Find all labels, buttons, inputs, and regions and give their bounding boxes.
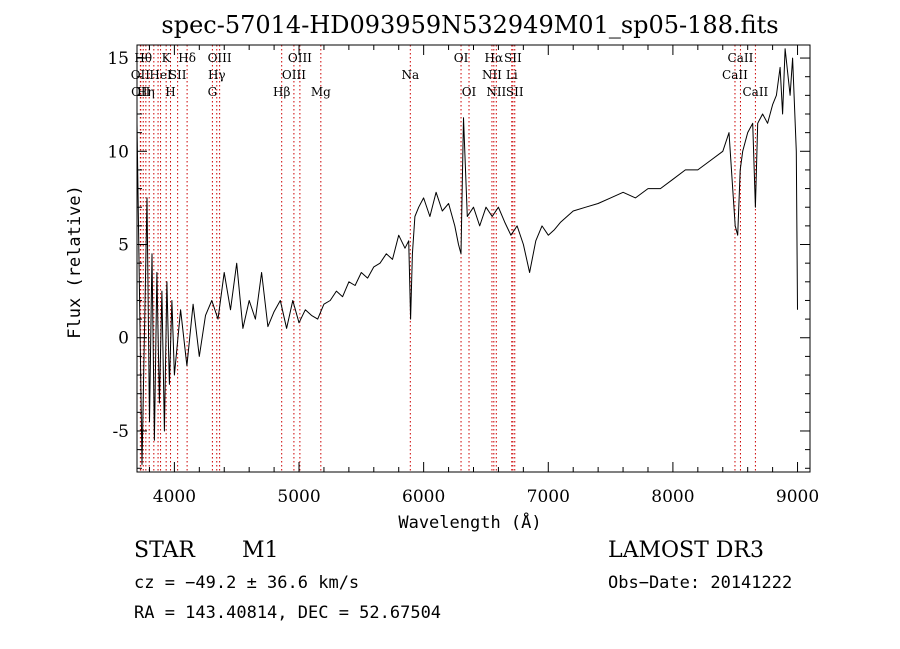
- y-tick-label: -5: [112, 422, 129, 442]
- line-marker-label: Na: [401, 68, 419, 82]
- line-marker-label: CaII: [728, 51, 754, 65]
- line-marker-label: SII: [504, 51, 522, 65]
- line-marker-label: HeI: [149, 68, 172, 82]
- line-marker-label: CaII: [742, 85, 768, 99]
- line-marker-label: Mg: [311, 85, 331, 99]
- y-axis-label: Flux (relative): [65, 185, 85, 339]
- observation-date: Obs−Date: 20141222: [608, 573, 793, 593]
- x-tick-label: 6000: [402, 487, 445, 507]
- x-tick-label: 7000: [527, 487, 570, 507]
- line-marker-label: H: [165, 85, 175, 99]
- line-marker-label: SII: [169, 68, 187, 82]
- line-marker-label: Hγ: [208, 68, 226, 82]
- y-tick-label: 10: [107, 142, 129, 162]
- line-marker-label: NII: [486, 85, 506, 99]
- x-tick-label: 8000: [651, 487, 694, 507]
- spectral-line-labels: OIIOIIHθHηHeIKHSIIHδGHγOIIIHβOIIIOIIIMgN…: [131, 51, 769, 99]
- object-class: STAR: [134, 538, 195, 563]
- redshift-velocity: cz = −49.2 ± 36.6 km/s: [134, 573, 360, 593]
- y-tick-label: 15: [107, 49, 129, 69]
- line-marker-label: OIII: [288, 51, 312, 65]
- x-axis-ticks: 4000 5000 6000 7000 8000 9000: [148, 45, 819, 507]
- line-marker-label: K: [162, 51, 172, 65]
- x-tick-label: 9000: [776, 487, 819, 507]
- line-marker-label: Hα: [485, 51, 504, 65]
- y-axis-ticks: -5 0 5 10 15: [107, 49, 810, 469]
- line-marker-label: OIII: [208, 51, 232, 65]
- y-tick-label: 0: [118, 329, 129, 349]
- chart-title: spec-57014-HD093959N532949M01_sp05-188.f…: [161, 11, 778, 39]
- line-marker-label: Hη: [137, 85, 155, 99]
- line-marker-label: OI: [462, 85, 477, 99]
- line-marker-label: CaII: [722, 68, 748, 82]
- spectrum-line: [136, 48, 798, 465]
- line-marker-label: OI: [454, 51, 469, 65]
- x-axis-label: Wavelength (Å): [398, 511, 541, 533]
- line-marker-label: OII: [131, 85, 151, 99]
- coordinates: RA = 143.40814, DEC = 52.67504: [134, 603, 442, 623]
- line-marker-label: SII: [506, 85, 524, 99]
- y-tick-label: 5: [118, 236, 129, 256]
- object-subclass: M1: [242, 538, 279, 563]
- line-marker-label: Hδ: [178, 51, 196, 65]
- line-marker-label: Li: [506, 68, 518, 82]
- spectral-line-markers: [139, 45, 756, 472]
- x-tick-label: 5000: [277, 487, 320, 507]
- line-marker-label: NII: [482, 68, 502, 82]
- plot-frame: [136, 44, 811, 473]
- survey-name: LAMOST DR3: [608, 538, 764, 563]
- x-tick-label: 4000: [153, 487, 196, 507]
- line-marker-label: OII: [131, 68, 151, 82]
- line-marker-label: OIII: [282, 68, 306, 82]
- line-marker-label: G: [208, 85, 218, 99]
- line-marker-label: Hβ: [273, 85, 290, 99]
